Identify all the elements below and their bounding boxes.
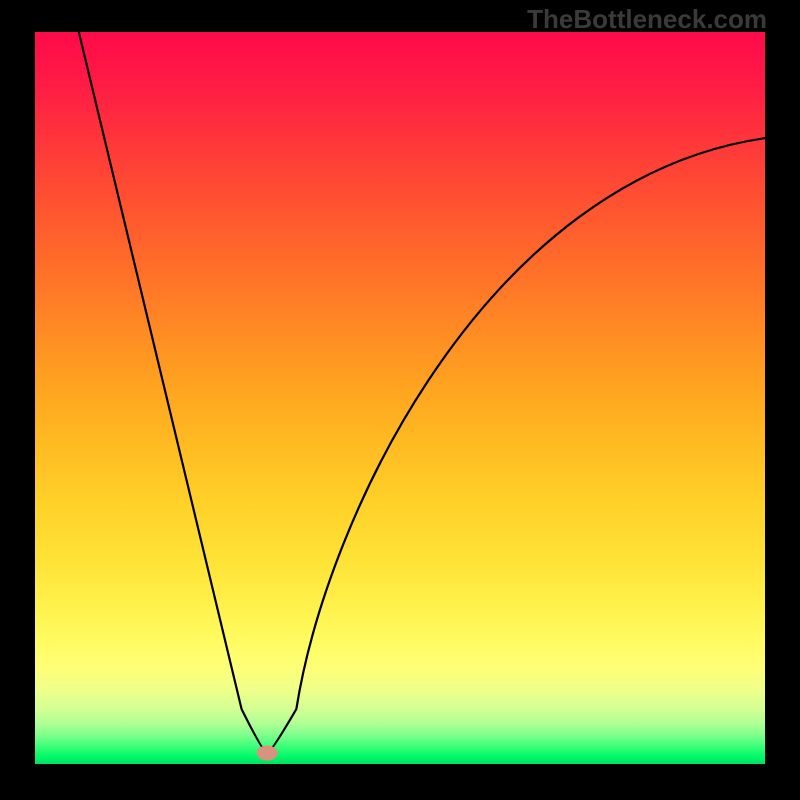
curve-overlay bbox=[35, 32, 765, 764]
chart-wrapper: TheBottleneck.com bbox=[0, 0, 800, 800]
watermark-text: TheBottleneck.com bbox=[527, 4, 767, 35]
bottleneck-curve bbox=[79, 32, 765, 753]
vertex-marker bbox=[257, 746, 277, 760]
plot-area bbox=[35, 32, 765, 764]
